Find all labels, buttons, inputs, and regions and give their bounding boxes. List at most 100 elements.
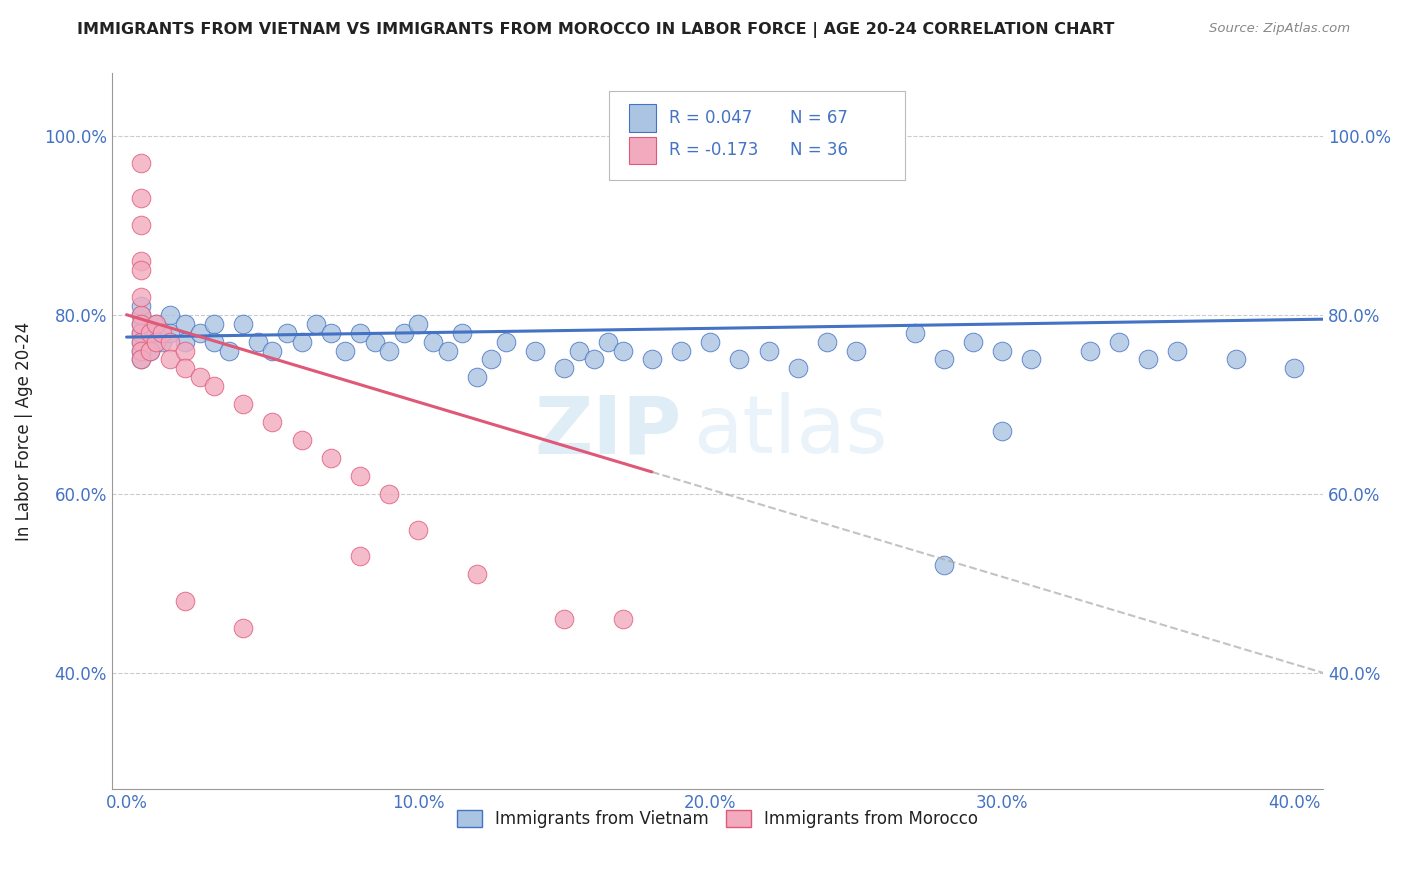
Text: Source: ZipAtlas.com: Source: ZipAtlas.com bbox=[1209, 22, 1350, 36]
Point bbox=[378, 343, 401, 358]
Point bbox=[845, 343, 868, 358]
Point bbox=[139, 343, 162, 358]
Point bbox=[495, 334, 517, 349]
Point bbox=[422, 334, 444, 349]
Point bbox=[392, 326, 415, 340]
Point bbox=[363, 334, 385, 349]
Point bbox=[305, 317, 328, 331]
Point bbox=[129, 290, 152, 304]
Point bbox=[1282, 361, 1305, 376]
Point bbox=[932, 352, 955, 367]
Point bbox=[174, 594, 197, 608]
Point bbox=[1078, 343, 1101, 358]
Point bbox=[568, 343, 591, 358]
Point bbox=[174, 334, 197, 349]
Point bbox=[641, 352, 664, 367]
Point bbox=[246, 334, 269, 349]
Point bbox=[815, 334, 838, 349]
Point bbox=[129, 263, 152, 277]
Point bbox=[349, 549, 371, 564]
Point bbox=[129, 218, 152, 232]
Point bbox=[291, 334, 314, 349]
Point bbox=[129, 317, 152, 331]
Point bbox=[188, 326, 211, 340]
Point bbox=[582, 352, 605, 367]
Point bbox=[465, 370, 488, 384]
Point bbox=[139, 343, 162, 358]
Point bbox=[786, 361, 808, 376]
Point bbox=[232, 397, 254, 411]
Point bbox=[1108, 334, 1130, 349]
Point bbox=[262, 415, 284, 429]
Point bbox=[129, 317, 152, 331]
Point bbox=[202, 317, 225, 331]
Point bbox=[932, 558, 955, 573]
Point bbox=[202, 334, 225, 349]
Point bbox=[202, 379, 225, 393]
Point bbox=[262, 343, 284, 358]
Point bbox=[139, 326, 162, 340]
Point bbox=[129, 308, 152, 322]
Point bbox=[129, 343, 152, 358]
Point bbox=[129, 326, 152, 340]
Y-axis label: In Labor Force | Age 20-24: In Labor Force | Age 20-24 bbox=[15, 321, 32, 541]
Point bbox=[319, 450, 342, 465]
Text: atlas: atlas bbox=[693, 392, 887, 470]
Point bbox=[159, 352, 181, 367]
Point bbox=[991, 343, 1014, 358]
Point bbox=[1137, 352, 1160, 367]
Point bbox=[758, 343, 780, 358]
Point bbox=[232, 317, 254, 331]
Point bbox=[349, 468, 371, 483]
Legend: Immigrants from Vietnam, Immigrants from Morocco: Immigrants from Vietnam, Immigrants from… bbox=[450, 803, 984, 835]
Point bbox=[479, 352, 502, 367]
Point bbox=[129, 343, 152, 358]
Point bbox=[1166, 343, 1188, 358]
Point bbox=[174, 317, 197, 331]
Point bbox=[465, 567, 488, 582]
Point bbox=[903, 326, 925, 340]
Point bbox=[129, 299, 152, 313]
Point bbox=[188, 370, 211, 384]
Point bbox=[129, 352, 152, 367]
Point bbox=[378, 487, 401, 501]
Point bbox=[145, 317, 167, 331]
Point bbox=[962, 334, 984, 349]
Point bbox=[612, 612, 634, 626]
Point bbox=[139, 326, 162, 340]
Point bbox=[1019, 352, 1042, 367]
Point bbox=[335, 343, 357, 358]
Point bbox=[145, 326, 167, 340]
Point bbox=[159, 334, 181, 349]
Point bbox=[145, 317, 167, 331]
FancyBboxPatch shape bbox=[628, 136, 655, 164]
Text: N = 36: N = 36 bbox=[790, 141, 848, 160]
Point bbox=[150, 326, 173, 340]
Point bbox=[436, 343, 458, 358]
Point bbox=[612, 343, 634, 358]
Point bbox=[129, 334, 152, 349]
Point bbox=[218, 343, 240, 358]
Point bbox=[129, 191, 152, 205]
Text: IMMIGRANTS FROM VIETNAM VS IMMIGRANTS FROM MOROCCO IN LABOR FORCE | AGE 20-24 CO: IMMIGRANTS FROM VIETNAM VS IMMIGRANTS FR… bbox=[77, 22, 1115, 38]
Text: R = -0.173: R = -0.173 bbox=[669, 141, 758, 160]
Point bbox=[129, 352, 152, 367]
FancyBboxPatch shape bbox=[609, 91, 905, 180]
Point bbox=[145, 334, 167, 349]
Point bbox=[291, 433, 314, 447]
Point bbox=[319, 326, 342, 340]
Point bbox=[451, 326, 474, 340]
Text: ZIP: ZIP bbox=[534, 392, 682, 470]
Point bbox=[232, 621, 254, 635]
Point bbox=[408, 317, 430, 331]
Point bbox=[1225, 352, 1247, 367]
Point bbox=[129, 308, 152, 322]
Point bbox=[669, 343, 692, 358]
Point bbox=[129, 326, 152, 340]
Point bbox=[159, 308, 181, 322]
Point bbox=[159, 326, 181, 340]
Text: R = 0.047: R = 0.047 bbox=[669, 109, 752, 127]
Point bbox=[991, 424, 1014, 438]
Point bbox=[129, 254, 152, 268]
Point bbox=[174, 361, 197, 376]
